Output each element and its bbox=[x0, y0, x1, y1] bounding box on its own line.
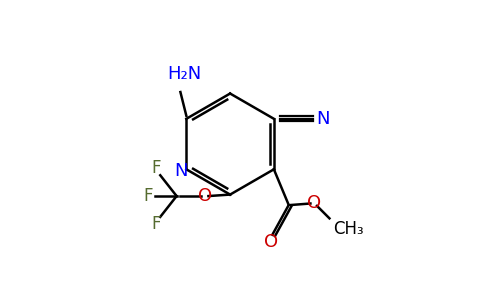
Text: O: O bbox=[264, 233, 278, 251]
Text: F: F bbox=[144, 187, 153, 205]
Text: O: O bbox=[198, 187, 212, 205]
Text: F: F bbox=[151, 159, 161, 177]
Text: F: F bbox=[151, 215, 161, 233]
Text: O: O bbox=[307, 194, 321, 212]
Text: N: N bbox=[317, 110, 330, 128]
Text: CH₃: CH₃ bbox=[333, 220, 364, 238]
Text: N: N bbox=[174, 162, 188, 180]
Text: H₂N: H₂N bbox=[168, 65, 202, 83]
